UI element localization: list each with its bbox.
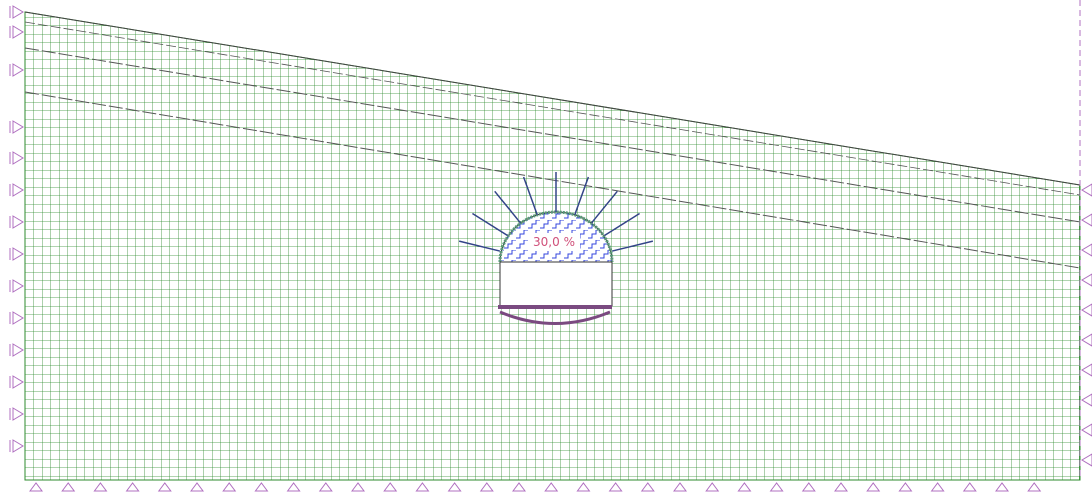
support: [1081, 333, 1092, 347]
support: [12, 375, 24, 389]
support: [898, 482, 913, 492]
support: [12, 343, 24, 357]
support: [1081, 393, 1092, 407]
support: [447, 482, 462, 492]
support: [12, 120, 24, 134]
support: [1081, 423, 1092, 437]
support: [12, 151, 24, 165]
support: [29, 482, 43, 492]
support: [930, 482, 945, 492]
excavation-label: 30,0 %: [533, 235, 575, 249]
support: [12, 247, 24, 261]
support: [1081, 213, 1092, 227]
support: [801, 482, 816, 492]
support: [12, 183, 24, 197]
rock-bolt: [472, 212, 508, 237]
support: [1081, 243, 1092, 257]
support: [1081, 453, 1092, 467]
support: [1081, 303, 1092, 317]
support: [93, 482, 108, 492]
support: [12, 63, 24, 77]
support: [12, 5, 24, 19]
support: [12, 439, 24, 453]
support: [190, 482, 204, 492]
support: [61, 482, 76, 492]
rock-bolt: [494, 190, 522, 224]
support: [286, 482, 301, 492]
support: [415, 482, 430, 492]
support: [12, 25, 24, 39]
support: [222, 482, 237, 492]
support: [12, 311, 24, 325]
support: [608, 482, 623, 492]
ground-surface: [24, 11, 1081, 186]
support: [673, 482, 687, 492]
support: [254, 482, 269, 492]
rock-bolt: [522, 176, 538, 216]
support: [479, 482, 494, 492]
support: [512, 482, 526, 492]
support: [1027, 482, 1042, 492]
support: [995, 482, 1009, 492]
support: [834, 482, 848, 492]
layer-boundary: [24, 91, 1081, 269]
rock-bolt: [574, 176, 590, 216]
support: [12, 215, 24, 229]
support: [576, 482, 591, 492]
rock-bolt: [611, 240, 654, 252]
support: [125, 482, 140, 492]
support: [351, 482, 365, 492]
support: [318, 482, 333, 492]
support: [705, 482, 720, 492]
support: [1081, 273, 1092, 287]
support: [157, 482, 172, 492]
layer-boundary: [24, 47, 1081, 223]
rock-bolt: [604, 212, 640, 237]
support: [12, 279, 24, 293]
tunnel: 30,0 %: [458, 172, 654, 325]
support: [383, 482, 398, 492]
support: [769, 482, 784, 492]
support: [1081, 183, 1092, 197]
support: [640, 482, 655, 492]
support: [1081, 363, 1092, 377]
support: [962, 482, 977, 492]
support: [737, 482, 752, 492]
support: [12, 407, 24, 421]
support: [544, 482, 559, 492]
layer-boundary: [24, 21, 1081, 196]
support: [866, 482, 881, 492]
rock-bolt: [590, 190, 618, 224]
rock-bolt: [458, 240, 501, 252]
